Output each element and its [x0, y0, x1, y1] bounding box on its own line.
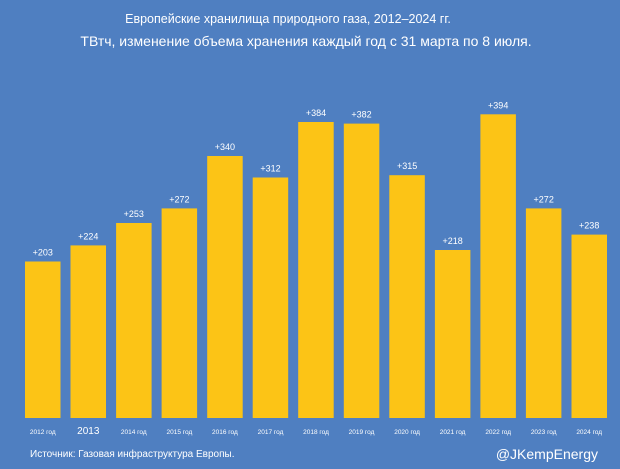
- data-label: +384: [306, 108, 326, 118]
- data-label: +272: [534, 194, 554, 204]
- data-label: +238: [579, 221, 599, 231]
- x-tick-label: 2024 год: [576, 429, 602, 436]
- bar-2013: [70, 245, 106, 418]
- data-label: +203: [33, 248, 53, 258]
- bar-2018-год: [298, 122, 334, 418]
- x-tick-label: 2021 год: [440, 429, 466, 436]
- chart-subtitle: ТВтч, изменение объема хранения каждый г…: [80, 33, 532, 49]
- x-tick-label: 2016 год: [212, 429, 238, 436]
- source-note: Источник: Газовая инфраструктура Европы.: [30, 449, 235, 460]
- x-tick-label: 2014 год: [121, 429, 147, 436]
- bar-2019-год: [343, 123, 380, 418]
- x-tick-label: 2022 год: [485, 429, 511, 436]
- bar-2016-год: [207, 156, 243, 418]
- bar-2021-год: [434, 250, 471, 418]
- x-tick-label: 2012 год: [30, 429, 56, 436]
- bar-2012-год: [25, 261, 61, 418]
- x-tick-label: 2023 год: [531, 429, 557, 436]
- chart-title: Европейские хранилища природного газа, 2…: [125, 12, 451, 26]
- author-handle: @JKempEnergy: [495, 446, 598, 462]
- x-tick-label: 2015 год: [167, 429, 193, 436]
- bar-2023-год: [525, 208, 562, 418]
- bar-2024-год: [571, 234, 607, 418]
- data-label: +382: [351, 110, 371, 120]
- bar-2014-год: [116, 223, 152, 418]
- data-label: +272: [169, 194, 189, 204]
- bar-2017-год: [252, 177, 289, 418]
- x-tick-label: 2013: [77, 426, 100, 437]
- x-tick-label: 2017 год: [258, 429, 284, 436]
- bar-2015-год: [161, 208, 198, 418]
- x-tick-label: 2020 год: [394, 429, 420, 436]
- data-label: +224: [78, 231, 98, 241]
- data-label: +312: [260, 164, 280, 174]
- data-label: +315: [397, 161, 417, 171]
- x-tick-label: 2019 год: [349, 429, 375, 436]
- data-label: +253: [124, 209, 144, 219]
- data-label: +340: [215, 142, 235, 152]
- bar-2022-год: [480, 114, 516, 419]
- x-tick-label: 2018 год: [303, 429, 329, 436]
- data-label: +218: [442, 236, 462, 246]
- data-label: +394: [488, 100, 508, 110]
- bar-2020-год: [389, 175, 425, 418]
